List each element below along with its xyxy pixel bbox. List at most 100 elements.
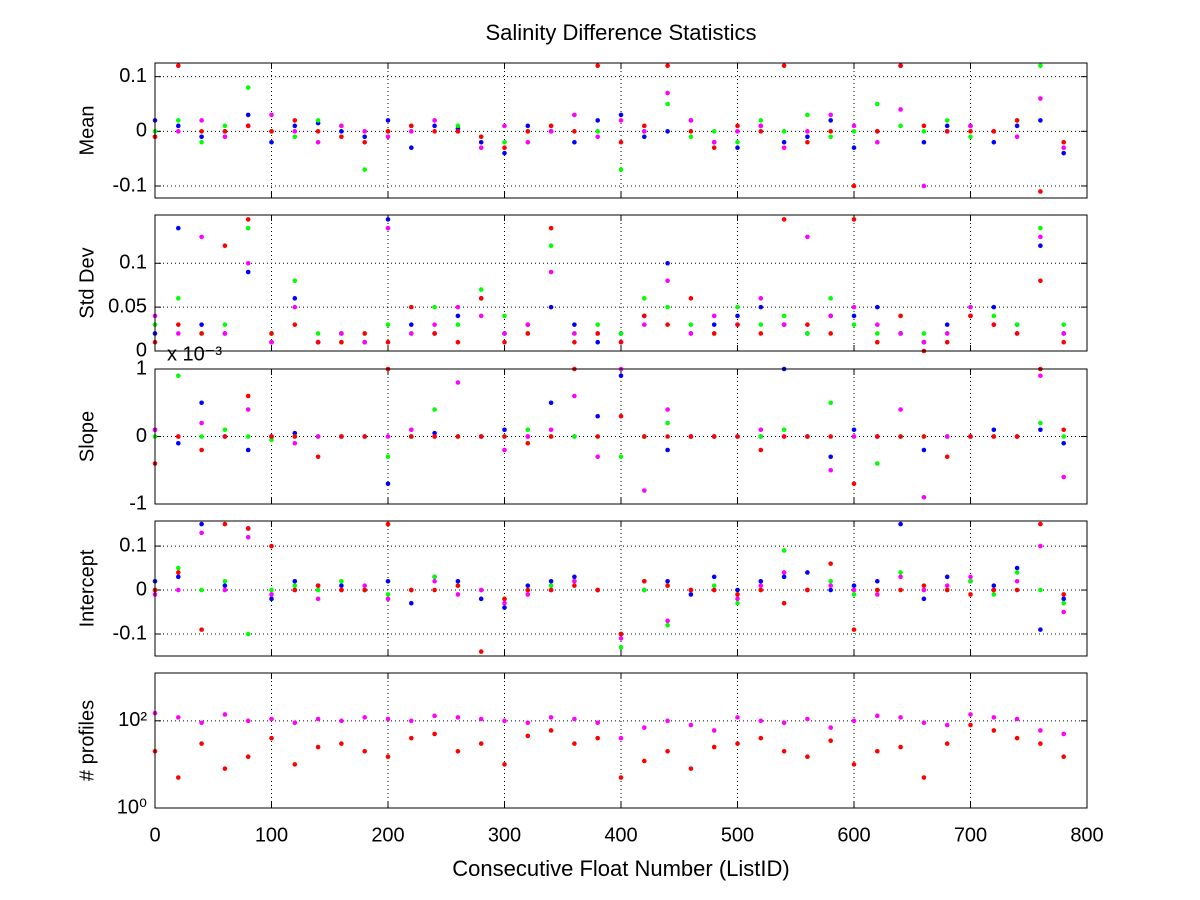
y-tick-label: 0.05	[108, 295, 147, 317]
point	[1014, 322, 1020, 327]
point	[432, 304, 437, 310]
point	[385, 716, 391, 722]
point	[478, 434, 484, 439]
point	[805, 434, 810, 439]
point	[432, 587, 437, 593]
point	[1038, 225, 1043, 231]
point	[199, 521, 204, 527]
point	[921, 139, 927, 145]
point	[688, 118, 694, 123]
point	[1038, 373, 1043, 379]
point	[362, 748, 368, 754]
point	[525, 427, 531, 433]
point	[292, 578, 298, 584]
point	[944, 129, 950, 134]
point	[409, 587, 414, 593]
point	[385, 339, 391, 345]
point	[222, 766, 228, 771]
point	[1038, 189, 1043, 194]
axes-frame	[154, 368, 1088, 505]
point	[665, 748, 670, 754]
point	[758, 583, 764, 588]
point	[176, 715, 181, 720]
point	[409, 735, 414, 741]
point	[642, 296, 647, 301]
point	[828, 583, 833, 588]
point	[548, 715, 554, 720]
point	[851, 587, 857, 593]
point	[898, 574, 903, 580]
point	[828, 400, 833, 406]
x-tick-label: 400	[604, 824, 637, 846]
point	[432, 129, 437, 134]
point	[805, 331, 810, 336]
point	[665, 260, 670, 266]
point	[269, 434, 274, 439]
point	[362, 583, 368, 588]
point	[199, 530, 204, 536]
point	[385, 134, 391, 140]
point	[199, 720, 204, 726]
point	[618, 167, 624, 172]
point	[292, 134, 298, 140]
point	[176, 440, 181, 446]
point	[828, 454, 833, 460]
point	[665, 718, 670, 724]
point	[968, 123, 973, 129]
point	[269, 543, 274, 549]
point	[269, 331, 274, 336]
point	[1038, 243, 1043, 249]
point	[711, 434, 717, 439]
point	[595, 118, 600, 123]
point	[711, 139, 717, 145]
point	[688, 322, 694, 327]
point	[502, 145, 507, 151]
point	[502, 600, 507, 606]
y-tick-label: -0.1	[113, 174, 147, 196]
point	[548, 269, 554, 275]
point	[828, 313, 833, 319]
point	[292, 322, 298, 327]
point	[1061, 322, 1066, 327]
point	[385, 118, 391, 123]
point	[851, 762, 857, 767]
point	[595, 134, 600, 140]
point	[944, 339, 950, 345]
point	[805, 322, 810, 327]
point	[875, 304, 880, 310]
point	[921, 434, 927, 439]
point	[1014, 587, 1020, 593]
point	[478, 716, 484, 722]
point	[385, 129, 391, 134]
point	[572, 583, 577, 588]
point	[572, 578, 577, 584]
point	[921, 339, 927, 345]
point	[688, 766, 694, 771]
point	[688, 134, 694, 140]
point	[478, 139, 484, 145]
point	[315, 118, 321, 123]
point	[735, 139, 740, 145]
point	[548, 123, 554, 129]
point	[944, 741, 950, 746]
point	[1061, 596, 1066, 602]
point	[805, 112, 810, 118]
point	[269, 339, 274, 345]
point	[851, 718, 857, 724]
point	[245, 269, 251, 275]
point	[1014, 735, 1020, 741]
point	[339, 134, 344, 140]
point	[688, 129, 694, 134]
y-tick-label: 0	[136, 120, 147, 142]
point	[339, 123, 344, 129]
point	[781, 139, 787, 145]
point	[1038, 63, 1043, 69]
point	[758, 304, 764, 310]
point	[688, 722, 694, 728]
point	[921, 123, 927, 129]
point	[875, 139, 880, 145]
point	[222, 578, 228, 584]
point	[199, 139, 204, 145]
point	[292, 129, 298, 134]
